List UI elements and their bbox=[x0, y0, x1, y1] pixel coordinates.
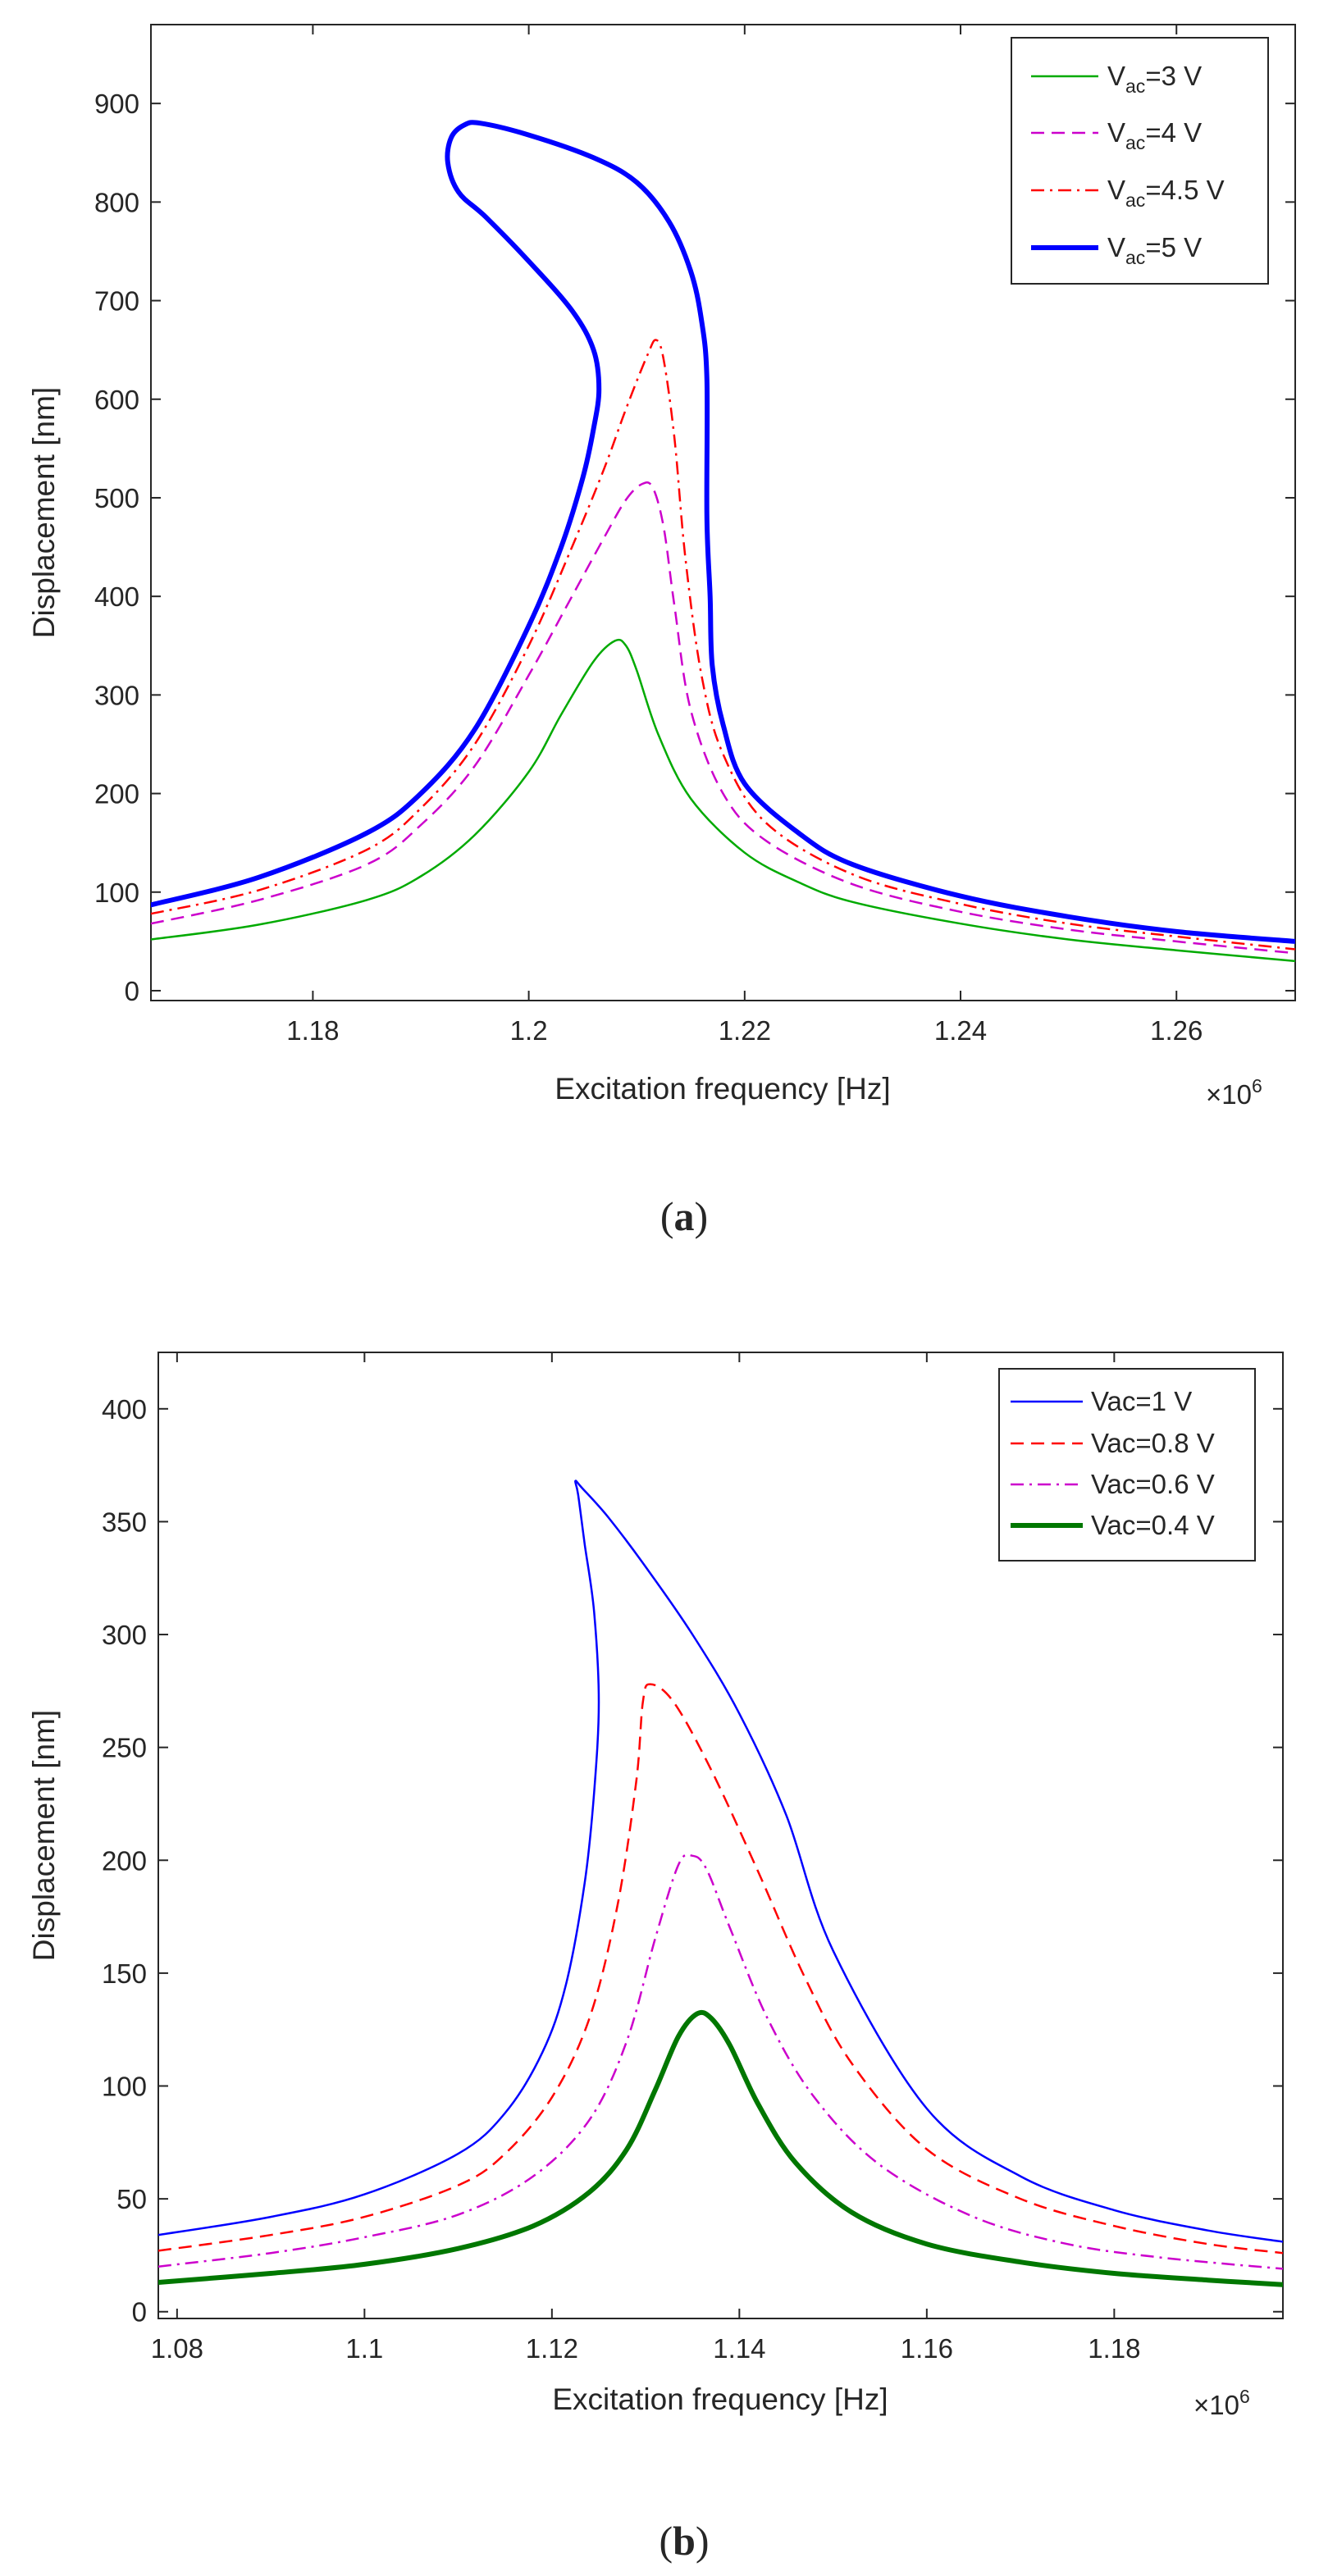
y-tick-label-a-3: 300 bbox=[94, 680, 139, 710]
x-multiplier-b: ×106 bbox=[1193, 2386, 1250, 2420]
x-tick-label-b-5: 1.18 bbox=[1088, 2333, 1140, 2364]
y-tick-label-b-0: 0 bbox=[132, 2297, 147, 2328]
chart-a: 1.18 1.2 1.22 1.24 1.26 0 100 200 300 400 500 600 70… bbox=[27, 24, 1296, 1239]
legend-box-a bbox=[1011, 37, 1269, 285]
legend-label-a-0: Vac=3 V bbox=[1107, 61, 1202, 97]
series-line-a-3 bbox=[151, 120, 1295, 944]
series-line-b-3 bbox=[158, 2009, 1283, 2287]
x-tick-label-b-2: 1.12 bbox=[526, 2333, 578, 2364]
panel-label-b: (b) bbox=[659, 2518, 709, 2564]
legend-label-b-1: Vac=0.8 V bbox=[1091, 1428, 1215, 1458]
legend-main-a-1: V bbox=[1107, 117, 1125, 148]
x-multiplier-times-a: ×10 bbox=[1206, 1079, 1252, 1110]
x-multiplier-a: ×106 bbox=[1206, 1075, 1262, 1110]
x-multiplier-times-b: ×10 bbox=[1193, 2390, 1239, 2420]
legend-rest-a-2: =4.5 V bbox=[1145, 175, 1224, 205]
legend-b: Vac=1 V Vac=0.8 V Vac=0.6 V Vac=0.4 V bbox=[998, 1368, 1256, 1562]
legend-main-a-2: V bbox=[1107, 175, 1125, 205]
x-tick-label-a-2: 1.22 bbox=[719, 1015, 771, 1046]
y-tick-label-b-2: 100 bbox=[102, 2072, 147, 2102]
y-tick-label-a-8: 800 bbox=[94, 187, 139, 217]
x-axis-label-a: Excitation frequency [Hz] bbox=[555, 1072, 890, 1106]
series-layer-a bbox=[151, 120, 1295, 963]
legend-rest-a-3: =5 V bbox=[1145, 232, 1202, 262]
y-tick-label-b-1: 50 bbox=[116, 2184, 147, 2214]
legend-label-a-3: Vac=5 V bbox=[1107, 232, 1202, 268]
panel-paren-close-b: ) bbox=[696, 2518, 710, 2564]
y-tick-label-a-0: 0 bbox=[125, 976, 139, 1006]
x-tick-label-a-1: 1.2 bbox=[510, 1015, 548, 1046]
y-tick-label-a-1: 100 bbox=[94, 878, 139, 908]
panel-letter-b: b bbox=[673, 2518, 696, 2564]
y-tick-label-a-7: 700 bbox=[94, 286, 139, 317]
series-line-a-2 bbox=[151, 339, 1295, 951]
legend-main-a-0: V bbox=[1107, 61, 1125, 91]
series-line-a-1 bbox=[151, 481, 1295, 955]
x-multiplier-exp-b: 6 bbox=[1239, 2386, 1250, 2407]
x-multiplier-exp-a: 6 bbox=[1252, 1075, 1262, 1097]
x-tick-label-a-0: 1.18 bbox=[286, 1015, 339, 1046]
legend-sub-a-3: ac bbox=[1125, 247, 1145, 268]
chart-b: 1.08 1.1 1.12 1.14 1.16 1.18 0 50 100 150 200 250 30… bbox=[27, 1352, 1284, 2564]
legend-main-a-3: V bbox=[1107, 232, 1125, 262]
legend-sub-a-0: ac bbox=[1125, 75, 1145, 97]
legend-label-a-2: Vac=4.5 V bbox=[1107, 175, 1225, 211]
y-tick-label-b-4: 200 bbox=[102, 1845, 147, 1876]
legend-label-b-2: Vac=0.6 V bbox=[1091, 1469, 1215, 1499]
ticks-b: 1.08 1.1 1.12 1.14 1.16 1.18 0 50 100 150 200 250 30… bbox=[102, 1352, 1283, 2364]
series-layer-b bbox=[158, 1479, 1283, 2287]
legend-a: Vac=3 V Vac=4 V Vac=4.5 V Vac=5 V bbox=[1011, 37, 1269, 285]
y-tick-label-b-7: 350 bbox=[102, 1507, 147, 1537]
legend-sub-a-2: ac bbox=[1125, 189, 1145, 211]
y-tick-label-a-2: 200 bbox=[94, 779, 139, 809]
x-tick-label-b-3: 1.14 bbox=[713, 2333, 765, 2364]
panel-letter-a: a bbox=[674, 1193, 695, 1239]
y-tick-label-b-8: 400 bbox=[102, 1394, 147, 1425]
x-tick-label-a-4: 1.26 bbox=[1150, 1015, 1203, 1046]
y-tick-label-a-6: 600 bbox=[94, 385, 139, 415]
legend-label-a-1: Vac=4 V bbox=[1107, 117, 1202, 153]
y-tick-label-a-9: 900 bbox=[94, 89, 139, 119]
ticks-a: 1.18 1.2 1.22 1.24 1.26 0 100 200 300 400 500 600 70… bbox=[94, 25, 1295, 1046]
y-tick-label-a-4: 400 bbox=[94, 581, 139, 612]
y-axis-label-b: Displacement [nm] bbox=[27, 1710, 61, 1961]
series-line-b-2 bbox=[158, 1853, 1283, 2270]
panel-paren-close-a: ) bbox=[695, 1193, 709, 1239]
y-tick-label-a-5: 500 bbox=[94, 483, 139, 513]
legend-rest-a-1: =4 V bbox=[1145, 117, 1202, 148]
y-axis-label-a: Displacement [nm] bbox=[27, 387, 61, 638]
legend-label-b-3: Vac=0.4 V bbox=[1091, 1510, 1215, 1540]
legend-label-b-0: Vac=1 V bbox=[1091, 1386, 1192, 1416]
series-line-b-0 bbox=[158, 1479, 1283, 2243]
y-tick-label-b-3: 150 bbox=[102, 1958, 147, 1989]
legend-rest-a-0: =3 V bbox=[1145, 61, 1202, 91]
x-tick-label-b-4: 1.16 bbox=[901, 2333, 953, 2364]
panel-paren-open-a: ( bbox=[660, 1193, 674, 1239]
series-line-a-0 bbox=[151, 638, 1295, 963]
panel-label-a: (a) bbox=[660, 1193, 708, 1239]
legend-sub-a-1: ac bbox=[1125, 132, 1145, 153]
x-tick-label-a-3: 1.24 bbox=[934, 1015, 987, 1046]
x-axis-label-b: Excitation frequency [Hz] bbox=[552, 2382, 888, 2416]
panel-paren-open-b: ( bbox=[659, 2518, 673, 2564]
x-tick-label-b-0: 1.08 bbox=[151, 2333, 203, 2364]
y-tick-label-b-5: 250 bbox=[102, 1733, 147, 1763]
series-line-b-1 bbox=[158, 1683, 1283, 2255]
x-tick-label-b-1: 1.1 bbox=[345, 2333, 383, 2364]
y-tick-label-b-6: 300 bbox=[102, 1620, 147, 1650]
